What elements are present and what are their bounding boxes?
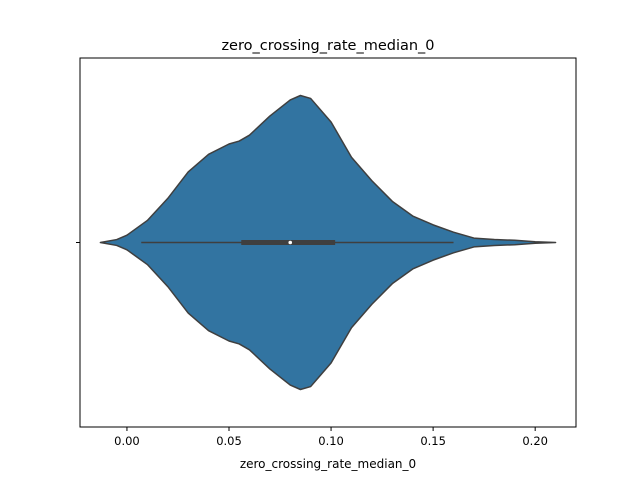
plot-area bbox=[99, 94, 557, 391]
violin-median-point bbox=[288, 240, 293, 245]
x-axis-tick-label: 0.15 bbox=[420, 434, 446, 448]
chart-title: zero_crossing_rate_median_0 bbox=[221, 38, 434, 54]
x-axis-tick-label: 0.00 bbox=[114, 434, 140, 448]
x-axis: 0.00 0.05 0.10 0.15 0.20 bbox=[114, 427, 548, 448]
x-axis-tick-label: 0.20 bbox=[522, 434, 548, 448]
x-axis-tick-label: 0.10 bbox=[318, 434, 344, 448]
violin-iqr-box bbox=[241, 240, 336, 245]
x-axis-label: zero_crossing_rate_median_0 bbox=[240, 457, 416, 471]
x-axis-tick-label: 0.05 bbox=[216, 434, 242, 448]
